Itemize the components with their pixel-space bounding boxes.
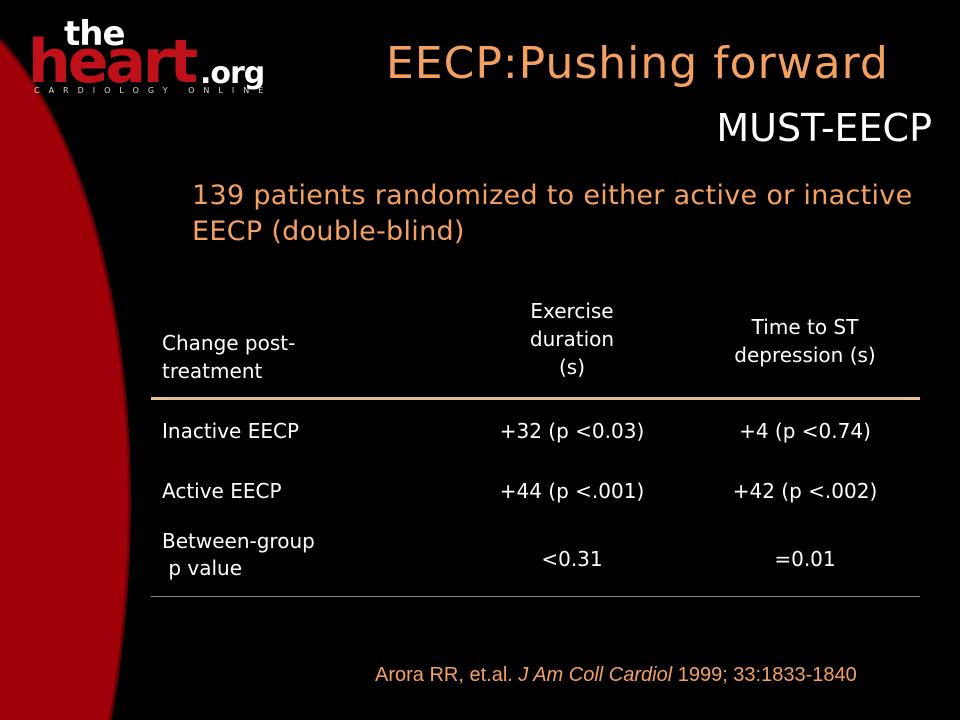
- table-bottom-divider: [151, 596, 920, 597]
- row-between-st-value: =0.01: [774, 547, 836, 571]
- logo-org-text: .org: [200, 56, 265, 91]
- row-label-inactive-eecp: Inactive EECP: [162, 419, 300, 443]
- header-time-to-st-depression: Time to ST depression (s): [734, 315, 876, 367]
- table-header-divider: [151, 397, 920, 400]
- red-arc-decoration: [0, 38, 131, 720]
- header-change-post-treatment: Change post- treatment: [162, 331, 296, 383]
- slide-subtitle: MUST-EECP: [716, 106, 932, 150]
- row-label-active-eecp: Active EECP: [162, 479, 282, 503]
- citation-journal: J Am Coll Cardiol: [518, 664, 673, 686]
- header-exercise-duration: Exercise duration (s): [529, 299, 615, 379]
- row-active-exercise-value: +44 (p <.001): [499, 479, 645, 503]
- citation-details: 1999; 33:1833-1840: [672, 664, 857, 686]
- row-between-exercise-value: <0.31: [541, 547, 603, 571]
- theheart-logo: the heart .org CARDIOLOGY ONLINE: [28, 14, 268, 100]
- slide-title: EECP:Pushing forward: [386, 38, 889, 89]
- row-inactive-exercise-value: +32 (p <0.03): [499, 419, 645, 443]
- row-active-st-value: +42 (p <.002): [732, 479, 878, 503]
- intro-text: 139 patients randomized to either active…: [192, 180, 913, 247]
- logo-the-text: the: [64, 14, 126, 54]
- citation-authors: Arora RR, et.al.: [375, 664, 519, 686]
- citation: Arora RR, et.al. J Am Coll Cardiol 1999;…: [375, 664, 857, 687]
- row-inactive-st-value: +4 (p <0.74): [739, 419, 871, 443]
- logo-tagline: CARDIOLOGY ONLINE: [34, 86, 273, 95]
- logo-heart-text: heart: [28, 27, 198, 97]
- row-label-between-group: Between-group p value: [162, 529, 315, 580]
